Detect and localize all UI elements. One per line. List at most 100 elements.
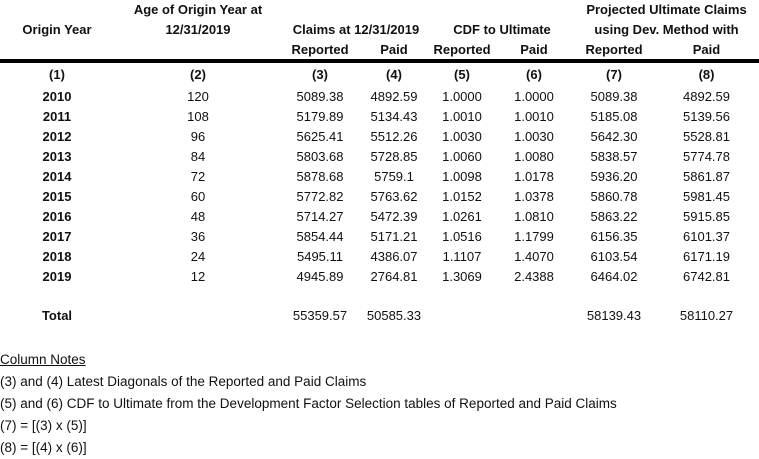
claims-reported-cell: 5179.89: [296, 108, 344, 124]
cdf-reported-cell: 1.0010: [442, 108, 482, 124]
ultimate-reported-cell: 5838.57: [590, 148, 638, 164]
table-header: Age of Origin Year at Projected Ultimate…: [0, 0, 759, 63]
header-projected-line1: Projected Ultimate Claims: [586, 2, 747, 17]
table-row: 2015 60 5772.82 5763.62 1.0152 1.0378 58…: [0, 186, 759, 206]
header-claims-reported: Reported: [282, 39, 358, 63]
cdf-paid-cell: 1.4070: [514, 248, 554, 264]
note-line: (5) and (6) CDF to Ultimate from the Dev…: [0, 396, 617, 411]
age-cell: 108: [187, 108, 209, 124]
table-row: 2019 12 4945.89 2764.81 1.3069 2.4388 64…: [0, 266, 759, 286]
claims-reported-cell: 5772.82: [296, 188, 344, 204]
column-number: (7): [606, 67, 622, 82]
ultimate-paid-cell: 5774.78: [683, 148, 730, 164]
column-number: (1): [49, 67, 65, 82]
claims-paid-cell: 4386.07: [370, 248, 418, 264]
ultimate-paid-cell: 6101.37: [683, 228, 730, 244]
claims-paid-cell: 5512.26: [370, 128, 418, 144]
cdf-paid-cell: 1.0810: [514, 208, 554, 224]
header-age-line1: Age of Origin Year at: [133, 2, 263, 17]
total-blank: [494, 305, 574, 325]
column-number: (4): [386, 67, 402, 82]
total-blank: [430, 305, 494, 325]
cdf-paid-cell: 1.0178: [514, 168, 554, 184]
age-cell: 36: [190, 228, 206, 244]
column-number: (8): [698, 67, 715, 82]
note-line: (8) = [(4) x (6)]: [0, 440, 87, 455]
ultimate-reported-cell: 6464.02: [590, 268, 638, 284]
column-number: (6): [526, 67, 542, 82]
origin-year-cell: 2019: [42, 268, 72, 284]
origin-year-cell: 2016: [42, 208, 72, 224]
claims-paid-cell: 5171.21: [370, 228, 418, 244]
cdf-reported-cell: 1.0152: [442, 188, 482, 204]
header-projected-line2: using Dev. Method with: [594, 21, 739, 37]
header-claims-paid: Paid: [358, 39, 430, 63]
age-cell: 24: [190, 248, 206, 264]
column-number: (2): [190, 67, 206, 82]
table-row: 2014 72 5878.68 5759.1 1.0098 1.0178 593…: [0, 166, 759, 186]
ultimate-reported-cell: 5936.20: [590, 168, 638, 184]
header-blank: [282, 0, 430, 19]
claims-paid-cell: 2764.81: [370, 268, 418, 284]
ultimate-paid-cell: 6171.19: [683, 248, 730, 264]
cdf-paid-cell: 1.0010: [514, 108, 554, 124]
age-cell: 48: [190, 208, 206, 224]
claims-reported-cell: 5854.44: [296, 228, 344, 244]
total-claims-reported: 55359.57: [292, 307, 348, 323]
ultimate-reported-cell: 5860.78: [590, 188, 638, 204]
ultimate-reported-cell: 5185.08: [590, 108, 638, 124]
note-line: (7) = [(3) x (5)]: [0, 418, 87, 433]
total-ultimate-paid: 58110.27: [679, 307, 734, 323]
age-cell: 120: [187, 88, 209, 104]
claims-paid-cell: 5763.62: [370, 188, 418, 204]
note-line: (3) and (4) Latest Diagonals of the Repo…: [0, 374, 367, 389]
ultimate-paid-cell: 5981.45: [683, 188, 730, 204]
table-row: 2013 84 5803.68 5728.85 1.0060 1.0080 58…: [0, 146, 759, 166]
cdf-reported-cell: 1.0060: [442, 148, 482, 164]
table-row: 2017 36 5854.44 5171.21 1.0516 1.1799 61…: [0, 226, 759, 246]
origin-year-cell: 2012: [42, 128, 72, 144]
age-cell: 84: [190, 148, 206, 164]
total-ultimate-reported: 58139.43: [586, 307, 642, 323]
claims-reported-cell: 5878.68: [296, 168, 344, 184]
column-number: (3): [312, 67, 328, 82]
claims-reported-cell: 5803.68: [296, 148, 344, 164]
claims-reported-cell: 5625.41: [296, 128, 344, 144]
total-claims-paid: 50585.33: [366, 307, 422, 323]
total-blank: [114, 305, 282, 325]
claims-reported-cell: 5495.11: [296, 248, 344, 264]
claims-paid-cell: 4892.59: [370, 88, 418, 104]
claims-reported-cell: 4945.89: [296, 268, 344, 284]
ultimate-reported-cell: 5863.22: [590, 208, 638, 224]
table-body: (1) (2) (3) (4) (5) (6) (7) (8) 2010 120…: [0, 61, 759, 325]
ultimate-paid-cell: 6742.81: [683, 268, 730, 284]
header-blank: [0, 0, 114, 19]
cdf-paid-cell: 1.0378: [514, 188, 554, 204]
ultimate-reported-cell: 5642.30: [590, 128, 638, 144]
spacer-row: [0, 286, 759, 305]
cdf-reported-cell: 1.0261: [442, 208, 482, 224]
header-ultimate-reported: Reported: [574, 39, 654, 63]
header-cdf-paid: Paid: [494, 39, 574, 63]
age-cell: 72: [190, 168, 206, 184]
ultimate-reported-cell: 6156.35: [590, 228, 638, 244]
header-age-line2: 12/31/2019: [165, 21, 231, 37]
ultimate-paid-cell: 5915.85: [683, 208, 730, 224]
origin-year-cell: 2011: [42, 108, 72, 124]
cdf-reported-cell: 1.1107: [442, 248, 482, 264]
cdf-reported-cell: 1.3069: [442, 268, 482, 284]
header-blank: [0, 39, 114, 63]
column-notes-section: Column Notes (3) and (4) Latest Diagonal…: [0, 349, 759, 459]
table-row: 2012 96 5625.41 5512.26 1.0030 1.0030 56…: [0, 126, 759, 146]
header-blank: [430, 0, 574, 19]
header-blank: [114, 39, 282, 63]
age-cell: 96: [190, 128, 206, 144]
ultimate-paid-cell: 5139.56: [683, 108, 730, 124]
claims-paid-cell: 5728.85: [370, 148, 418, 164]
header-origin-year: Origin Year: [22, 21, 92, 37]
origin-year-cell: 2015: [42, 188, 72, 204]
table-row: 2011 108 5179.89 5134.43 1.0010 1.0010 5…: [0, 106, 759, 126]
ultimate-reported-cell: 5089.38: [590, 88, 638, 104]
table-row: 2018 24 5495.11 4386.07 1.1107 1.4070 61…: [0, 246, 759, 266]
origin-year-cell: 2018: [42, 248, 72, 264]
